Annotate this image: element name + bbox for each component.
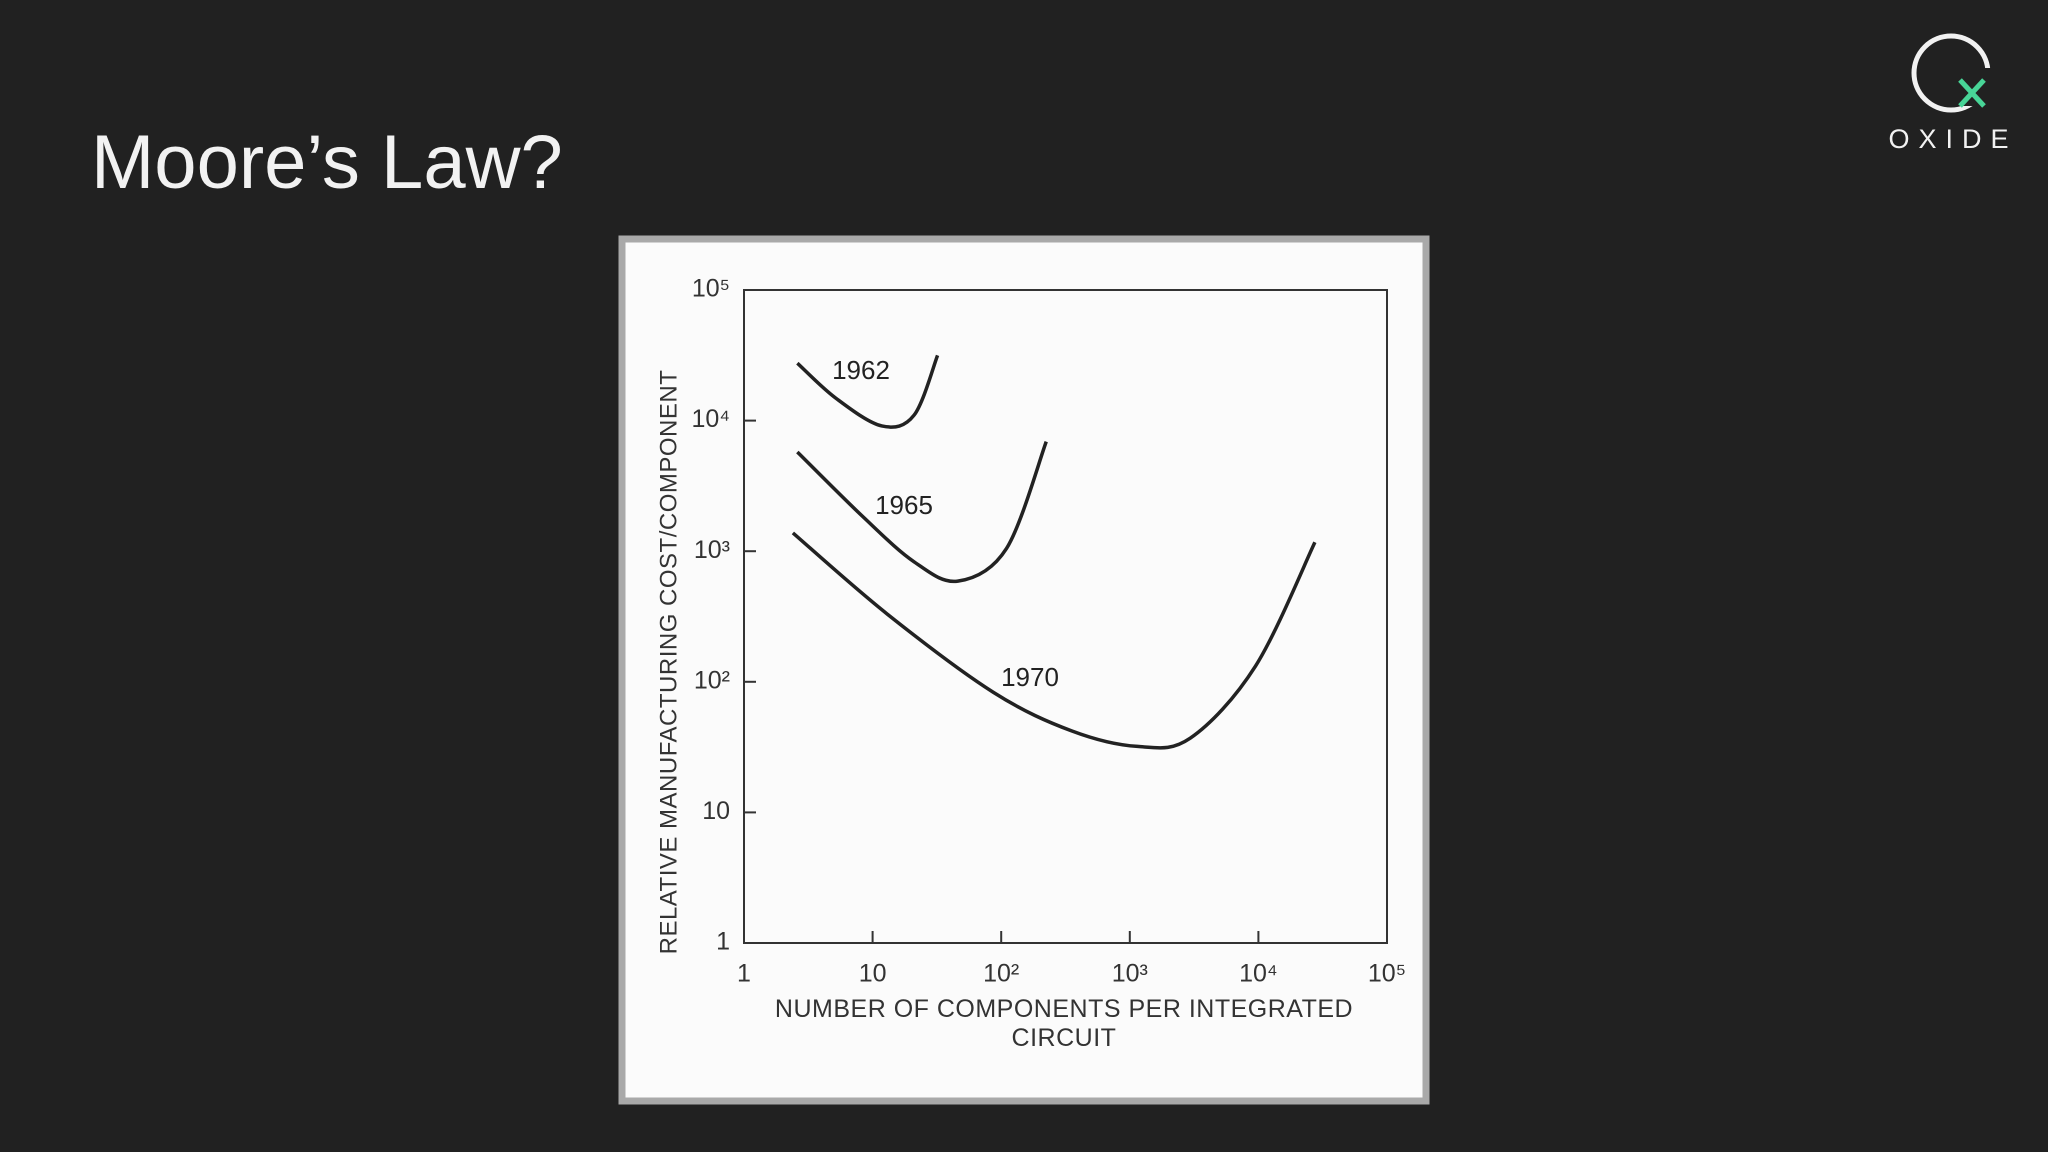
y-tick-label: 10³ xyxy=(694,536,730,564)
series-label: 1962 xyxy=(832,355,890,385)
logo-x xyxy=(1958,78,1986,108)
y-axis-label: RELATIVE MANUFACTURING COST/COMPONENT xyxy=(655,370,682,955)
series-line xyxy=(796,441,1048,584)
slide-title: Moore’s Law? xyxy=(91,120,563,205)
series-line xyxy=(796,354,940,429)
y-tick-label: 10⁵ xyxy=(692,275,730,303)
figure-frame xyxy=(618,235,1430,1105)
series-label: 1965 xyxy=(875,490,933,520)
x-tick-label: 10⁴ xyxy=(1239,960,1278,988)
logo-gap xyxy=(1952,68,1992,106)
x-tick-label: 10² xyxy=(983,960,1019,988)
x-axis-label: NUMBER OF COMPONENTS PER INTEGRATED CIRC… xyxy=(774,995,1354,1052)
y-tick-label: 10² xyxy=(694,666,730,694)
logo-text: OXIDE xyxy=(1888,124,2017,154)
series-line xyxy=(791,531,1317,750)
y-tick-label: 10 xyxy=(702,797,730,825)
y-tick-label: 1 xyxy=(716,928,730,956)
y-tick-label: 10⁴ xyxy=(691,405,730,433)
x-tick-label: 1 xyxy=(737,960,751,988)
x-tick-label: 10⁵ xyxy=(1368,960,1406,988)
plot-frame xyxy=(743,289,1388,944)
series-label: 1970 xyxy=(1001,662,1059,692)
x-tick-label: 10³ xyxy=(1112,960,1148,988)
x-tick-label: 10 xyxy=(859,960,887,988)
